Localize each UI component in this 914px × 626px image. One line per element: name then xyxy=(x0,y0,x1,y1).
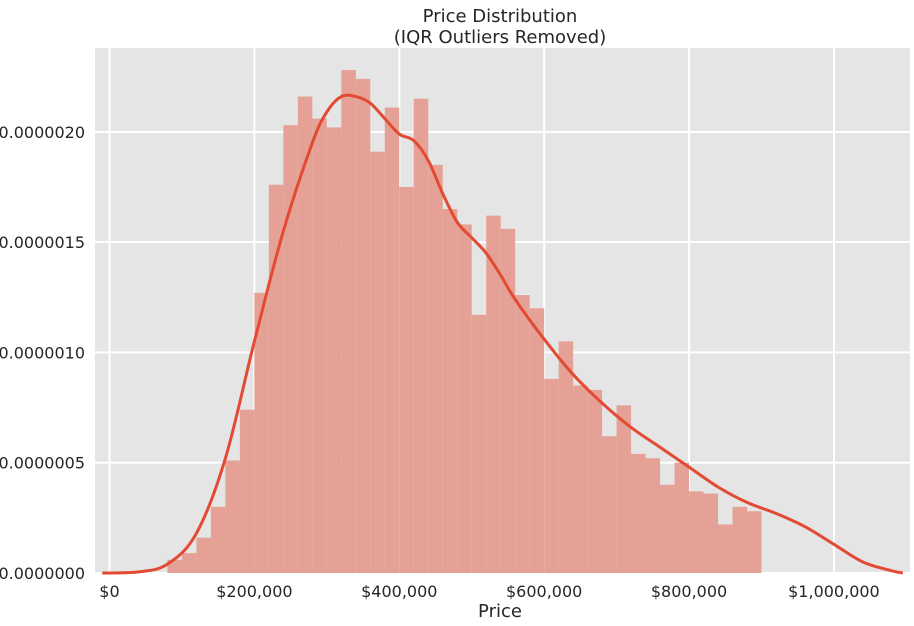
histogram-bar xyxy=(486,215,501,573)
x-tick-label: $800,000 xyxy=(651,582,727,601)
histogram-bar xyxy=(355,78,371,573)
histogram-bar xyxy=(225,460,240,573)
histogram-bar xyxy=(370,151,385,574)
histogram-bar xyxy=(718,524,733,573)
histogram-bar xyxy=(500,228,516,573)
histogram-bar xyxy=(587,389,603,573)
y-tick-label: 0.0000005 xyxy=(0,454,85,473)
histogram-bar xyxy=(471,314,487,573)
histogram-bar xyxy=(544,378,559,573)
histogram-bar xyxy=(631,453,646,573)
histogram-bar xyxy=(529,308,545,573)
histogram-bar xyxy=(239,409,255,573)
histogram-bar xyxy=(558,341,574,573)
histogram-bar xyxy=(602,436,617,573)
histogram-bar xyxy=(413,98,429,573)
histogram-bar xyxy=(616,405,632,573)
x-tick-label: $1,000,000 xyxy=(788,582,880,601)
kde-curve xyxy=(102,93,904,575)
histogram-bars xyxy=(167,70,762,574)
histogram-bar xyxy=(660,484,675,573)
y-tick-labels: 0.0000000 0.0000005 0.0000010 0.0000015 0.00… xyxy=(0,123,85,583)
x-axis-label: Price xyxy=(478,601,522,622)
histogram-bar xyxy=(732,506,747,573)
histogram-bar xyxy=(457,224,472,573)
histogram-bar xyxy=(181,553,197,573)
chart-title: Price Distribution xyxy=(423,6,578,27)
histogram-bar xyxy=(428,164,443,574)
histogram-bar xyxy=(573,385,588,573)
histogram-bar xyxy=(703,493,719,573)
histogram-bar xyxy=(326,127,342,573)
x-tick-label: $400,000 xyxy=(361,582,437,601)
y-tick-label: 0.0000010 xyxy=(0,343,85,362)
x-tick-label: $0 xyxy=(99,582,119,601)
y-tick-label: 0.0000020 xyxy=(0,123,85,142)
histogram-bar xyxy=(283,125,298,574)
histogram-bar xyxy=(515,295,530,573)
histogram-bar xyxy=(645,458,661,573)
histogram-bar xyxy=(747,511,762,573)
histogram-bar xyxy=(268,184,284,573)
histogram-bar xyxy=(384,107,400,573)
histogram-bar xyxy=(312,118,327,574)
y-tick-label: 0.0000000 xyxy=(0,564,85,583)
histogram-bar xyxy=(254,292,269,573)
x-tick-label: $600,000 xyxy=(506,582,582,601)
histogram-bar xyxy=(196,537,211,573)
histogram-bar xyxy=(674,462,690,573)
chart-subtitle: (IQR Outliers Removed) xyxy=(394,27,606,48)
histogram-bar xyxy=(442,209,458,573)
histogram-bar xyxy=(210,506,226,573)
histogram-bar xyxy=(689,491,704,573)
histogram-bar xyxy=(341,70,356,573)
histogram-bar xyxy=(399,186,414,573)
x-tick-label: $200,000 xyxy=(216,582,292,601)
y-tick-label: 0.0000015 xyxy=(0,233,85,252)
histogram-bar xyxy=(297,96,313,573)
x-tick-labels: $0 $200,000 $400,000 $600,000 $800,000 $1,000… xyxy=(99,582,879,601)
